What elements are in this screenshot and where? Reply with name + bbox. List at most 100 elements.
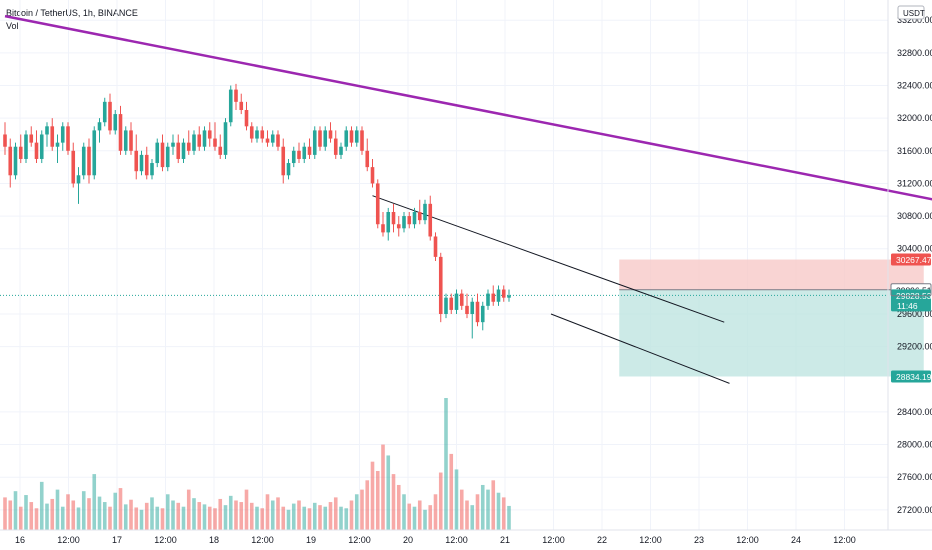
candle-body [486, 293, 490, 306]
candle-body [291, 150, 296, 164]
candle-body [118, 114, 123, 151]
take-profit-zone[interactable] [619, 289, 924, 377]
candle-body [265, 138, 270, 143]
descending-trendline[interactable] [4, 14, 932, 242]
candle-body [129, 130, 133, 151]
candle-body [97, 122, 102, 131]
currency-button[interactable] [897, 5, 925, 20]
candle-body [459, 293, 464, 306]
volume-bar [223, 505, 228, 530]
candle-body [354, 130, 359, 143]
candle-body [444, 297, 448, 314]
volume-bar [265, 494, 270, 530]
volume-indicator-label[interactable]: Vol [6, 21, 19, 31]
volume-bar [197, 502, 202, 530]
volume-bar [150, 497, 154, 530]
volume-bar [171, 500, 175, 530]
volume-bar [438, 472, 443, 530]
volume-bar [480, 484, 485, 530]
volume-bar [417, 500, 422, 530]
volume-bar [192, 498, 196, 530]
price-tick-label: 31200.00 [897, 178, 932, 188]
price-tick-label: 31600.00 [897, 146, 932, 156]
volume-bar [286, 509, 291, 530]
stop-loss-zone[interactable] [619, 259, 924, 290]
volume-bar [24, 495, 28, 530]
volume-bar [444, 398, 448, 530]
volume-bar [244, 489, 249, 530]
volume-bar [270, 500, 275, 530]
countdown-label: 11:46 [897, 301, 918, 311]
time-tick-label: 12:00 [57, 535, 80, 545]
candle-body [339, 146, 343, 155]
candle-body [507, 295, 511, 298]
volume-bar [333, 497, 338, 530]
price-tick-label: 27200.00 [897, 505, 932, 515]
candle-body [249, 126, 254, 139]
candle-body [333, 138, 338, 155]
volume-bar [381, 444, 385, 530]
candle-body [244, 110, 249, 127]
stop-price-badge-bg [891, 253, 931, 266]
time-tick-label: 23 [694, 535, 704, 545]
time-tick-label: 24 [791, 535, 801, 545]
candle-body [60, 126, 65, 143]
candle-body [71, 150, 76, 184]
candle-body [391, 212, 396, 225]
time-tick-label: 12:00 [445, 535, 468, 545]
candle-body [328, 130, 333, 139]
chart-symbol-title[interactable]: Bitcoin / TetherUS, 1h, BINANCE [6, 8, 138, 18]
volume-bar [428, 505, 433, 530]
candle-body [192, 134, 196, 151]
time-tick-label: 16 [15, 535, 25, 545]
volume-bar [386, 455, 391, 530]
candle-body [13, 146, 18, 176]
volume-bar [365, 480, 370, 530]
time-tick-label: 12:00 [348, 535, 371, 545]
candle-body [228, 89, 233, 123]
candle-body [281, 146, 286, 176]
price-tick-label: 32000.00 [897, 113, 932, 123]
candle-body [318, 130, 322, 147]
volume-bar [144, 502, 149, 530]
volume-bar [465, 500, 469, 530]
volume-bar [360, 489, 364, 530]
volume-bar [391, 474, 396, 530]
volume-bar [255, 506, 259, 530]
volume-bar [108, 506, 112, 530]
price-tick-label: 33200.00 [897, 15, 932, 25]
volume-bar [45, 503, 49, 530]
volume-bar [339, 506, 343, 530]
time-tick-label: 12:00 [639, 535, 662, 545]
volume-bar [202, 504, 207, 530]
candle-body [375, 183, 380, 225]
candle-body [396, 224, 401, 229]
volume-bar [123, 504, 128, 530]
candle-body [139, 154, 144, 172]
time-tick-label: 12:00 [251, 535, 274, 545]
candle-body [123, 130, 128, 151]
candle-body [370, 167, 375, 184]
candle-body [286, 163, 291, 176]
volume-bar [423, 509, 427, 530]
candle-body [475, 301, 480, 323]
volume-bar [470, 505, 475, 530]
candle-body [491, 293, 496, 302]
candle-body [312, 130, 317, 155]
volume-bar [186, 489, 191, 530]
channel-lower-line[interactable] [550, 313, 730, 384]
volume-bar [276, 497, 280, 530]
candle-body [8, 146, 13, 176]
candles [3, 83, 511, 339]
candle-body [181, 142, 186, 159]
candle-body [3, 134, 7, 147]
volume-bar [375, 470, 380, 530]
price-tick-label: 29200.00 [897, 342, 932, 352]
volume-bar [407, 503, 412, 530]
volume-bar [354, 494, 359, 530]
entry-badge-border [890, 283, 932, 297]
candle-body [171, 142, 175, 147]
volume-bar [3, 497, 7, 530]
volume-bar [249, 502, 254, 530]
